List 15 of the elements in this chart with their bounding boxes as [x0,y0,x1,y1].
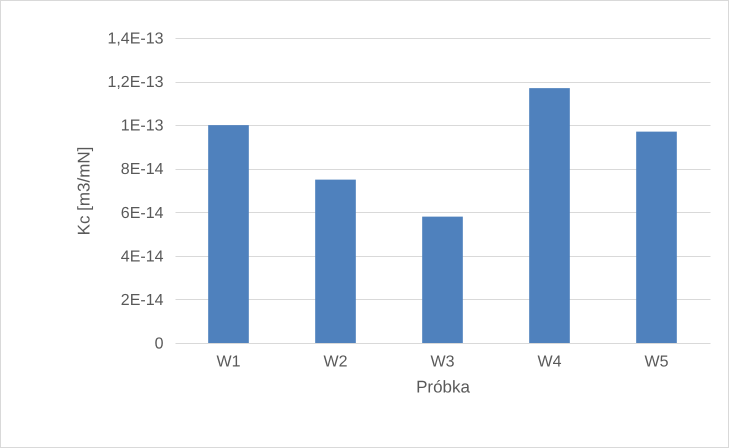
x-tick-label: W2 [324,354,348,370]
y-tick-label: 1E-13 [120,118,164,135]
y-tick-label: 8E-14 [120,161,164,178]
x-tick-label: W1 [216,354,241,370]
x-tick-label: W4 [538,354,562,370]
x-axis-title: Próbka [416,378,470,396]
x-tick-label: W3 [430,354,455,370]
x-tick-label: W5 [644,354,669,370]
y-tick-label: 6E-14 [120,204,164,222]
y-tick-label: 2E-14 [120,292,164,309]
y-tick-label: 4E-14 [120,248,164,266]
y-axis-title: Kc [m3/mN] [74,146,94,236]
y-tick-label: 1,4E-13 [107,30,164,48]
y-tick-label: 1,2E-13 [107,74,164,92]
y-tick-label: 0 [154,336,164,352]
